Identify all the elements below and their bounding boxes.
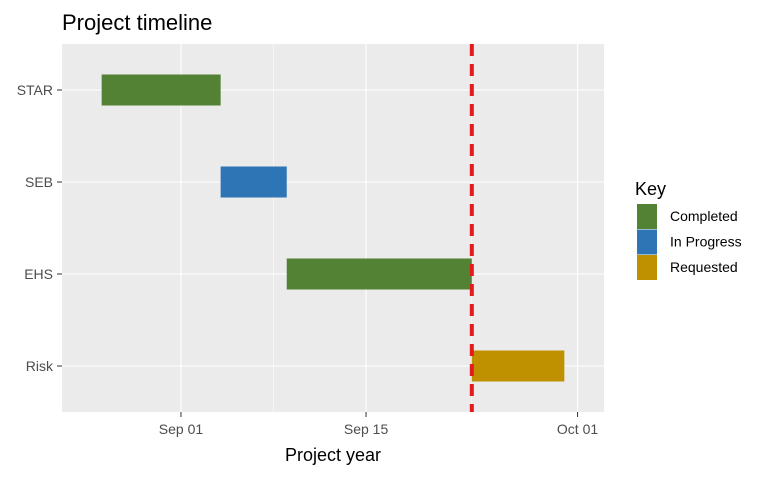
task-bar-seb xyxy=(220,166,287,198)
legend-items: Completed In Progress Requested xyxy=(637,204,742,280)
task-bar-star xyxy=(101,74,221,106)
legend: Key Completed In Progress Requested xyxy=(635,179,742,280)
legend-title: Key xyxy=(635,179,666,199)
task-bar-ehs xyxy=(286,258,472,290)
x-tick-label: Oct 01 xyxy=(557,421,598,437)
task-bar-risk xyxy=(471,350,565,382)
y-tick-label: Risk xyxy=(26,358,54,374)
legend-label: Requested xyxy=(670,259,738,275)
x-tick-label: Sep 15 xyxy=(344,421,389,437)
y-axis: STAR SEB EHS Risk xyxy=(17,82,62,374)
chart-title: Project timeline xyxy=(62,10,212,35)
y-tick-label: STAR xyxy=(17,82,53,98)
legend-swatch-requested xyxy=(637,255,657,280)
legend-swatch-in-progress xyxy=(637,229,657,255)
x-axis-title: Project year xyxy=(285,445,381,465)
legend-swatch-completed xyxy=(637,204,657,229)
x-tick-label: Sep 01 xyxy=(159,421,204,437)
task-bars xyxy=(101,74,565,382)
x-axis: Sep 01 Sep 15 Oct 01 xyxy=(159,412,598,437)
y-tick-label: SEB xyxy=(25,174,53,190)
legend-label: Completed xyxy=(670,208,738,224)
y-tick-label: EHS xyxy=(24,266,53,282)
legend-label: In Progress xyxy=(670,234,742,250)
